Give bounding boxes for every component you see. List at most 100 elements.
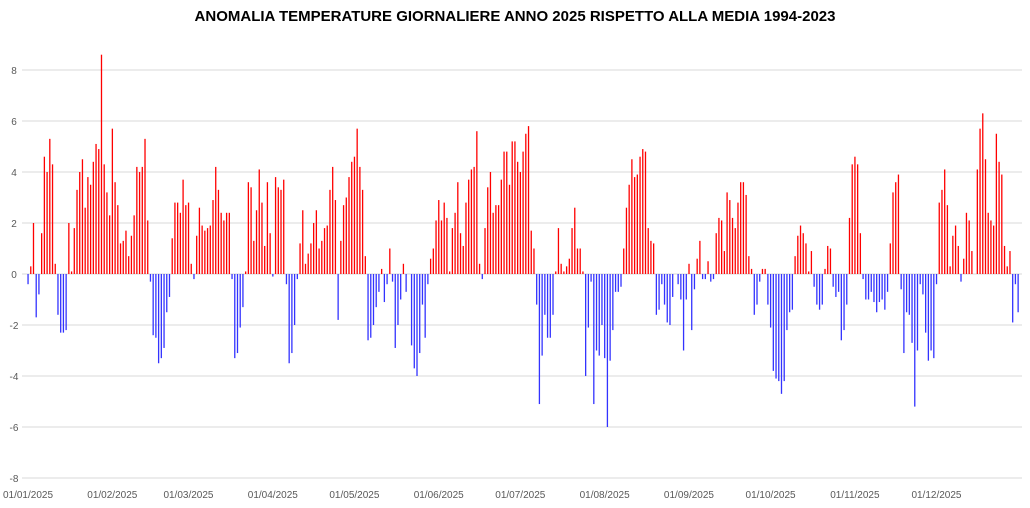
- bar-day-119: [348, 177, 350, 274]
- bar-day-88: [264, 245, 266, 274]
- bar-day-81: [245, 271, 247, 274]
- bar-day-276: [775, 274, 777, 379]
- y-tick-label: 2: [11, 219, 17, 230]
- bar-day-259: [729, 200, 731, 274]
- bar-day-354: [987, 212, 989, 274]
- bar-day-214: [606, 274, 609, 427]
- bar-day-145: [419, 274, 421, 354]
- bar-day-60: [187, 202, 190, 274]
- bar-day-361: [1006, 266, 1008, 274]
- bar-day-249: [701, 274, 704, 280]
- bar-day-234: [661, 274, 663, 285]
- bar-day-256: [721, 220, 723, 274]
- bar-day-19: [76, 189, 78, 274]
- bar-day-38: [128, 256, 130, 274]
- bar-day-99: [293, 274, 296, 325]
- y-tick-label: -6: [10, 423, 19, 434]
- bar-day-18: [73, 228, 75, 274]
- bar-day-316: [884, 274, 886, 310]
- bar-day-102: [302, 210, 304, 274]
- bar-day-20: [79, 172, 81, 274]
- bar-day-241: [680, 274, 682, 300]
- bar-day-251: [707, 261, 709, 274]
- bar-day-246: [693, 274, 696, 290]
- bar-day-320: [895, 182, 897, 274]
- bar-day-75: [228, 212, 230, 274]
- bar-day-156: [449, 271, 451, 274]
- bar-day-247: [696, 258, 698, 274]
- bar-day-213: [604, 274, 606, 359]
- bar-day-31: [109, 215, 111, 274]
- y-axis-ticks: -8 -6 -4 -2 0 2 4 6 8: [10, 66, 19, 485]
- bar-day-238: [672, 274, 674, 297]
- bar-day-328: [916, 274, 919, 351]
- y-tick-label: -2: [10, 321, 19, 332]
- bar-day-211: [598, 274, 600, 356]
- bar-day-93: [277, 187, 279, 274]
- bar-day-299: [837, 274, 840, 292]
- bar-day-224: [633, 177, 636, 274]
- bar-day-8: [46, 172, 48, 274]
- bar-day-181: [517, 161, 519, 274]
- bar-day-221: [625, 207, 628, 274]
- bar-day-109: [321, 240, 323, 274]
- bar-day-293: [821, 274, 823, 305]
- bar-day-100: [296, 274, 298, 280]
- bar-day-252: [710, 274, 712, 282]
- bar-day-5: [38, 274, 40, 295]
- bar-day-277: [778, 274, 780, 382]
- bar-day-359: [1001, 174, 1003, 274]
- bar-day-95: [283, 179, 285, 274]
- bar-day-148: [427, 274, 429, 285]
- bar-day-298: [835, 274, 837, 297]
- bar-day-297: [832, 274, 834, 287]
- bar-day-74: [225, 212, 228, 274]
- bar-day-196: [557, 228, 560, 274]
- bar-day-336: [938, 202, 940, 274]
- bar-day-229: [647, 228, 649, 274]
- bar-day-301: [843, 274, 845, 331]
- y-tick-label: 4: [11, 168, 17, 179]
- bar-day-266: [748, 256, 750, 274]
- bar-day-209: [593, 274, 595, 405]
- bar-day-123: [359, 166, 361, 274]
- bar-day-264: [742, 182, 745, 274]
- bar-day-25: [92, 161, 94, 274]
- bar-day-200: [568, 258, 570, 274]
- bar-day-73: [223, 220, 225, 274]
- bar-day-140: [405, 274, 407, 292]
- bar-day-210: [595, 274, 598, 351]
- y-tick-label: 6: [11, 117, 17, 128]
- bar-day-312: [873, 274, 875, 303]
- bar-day-288: [808, 271, 810, 274]
- bar-day-13: [60, 274, 62, 333]
- bar-day-323: [903, 274, 905, 354]
- bars: [27, 54, 1019, 427]
- bar-day-294: [824, 268, 826, 274]
- bar-day-192: [546, 274, 549, 338]
- bar-day-260: [731, 217, 734, 274]
- bar-day-206: [585, 274, 587, 376]
- bar-day-283: [794, 256, 796, 274]
- bar-day-250: [704, 274, 706, 280]
- bar-day-329: [919, 274, 921, 285]
- bar-day-43: [141, 166, 143, 274]
- bar-day-172: [492, 212, 494, 274]
- chart-title: ANOMALIA TEMPERATURE GIORNALIERE ANNO 20…: [194, 8, 836, 25]
- bar-day-355: [990, 220, 992, 274]
- bar-day-208: [590, 274, 592, 282]
- bar-day-49: [157, 274, 160, 364]
- bar-day-290: [813, 274, 815, 287]
- bar-day-202: [574, 207, 576, 274]
- bar-day-212: [601, 274, 603, 325]
- bar-day-152: [438, 200, 440, 274]
- bar-day-243: [685, 274, 687, 300]
- bar-day-159: [457, 182, 459, 274]
- bar-day-281: [789, 274, 791, 313]
- bar-day-242: [682, 274, 685, 351]
- bar-day-178: [508, 184, 511, 274]
- bar-day-308: [862, 274, 864, 280]
- bar-day-130: [378, 274, 380, 292]
- bar-day-61: [190, 263, 192, 274]
- bar-day-176: [503, 151, 505, 274]
